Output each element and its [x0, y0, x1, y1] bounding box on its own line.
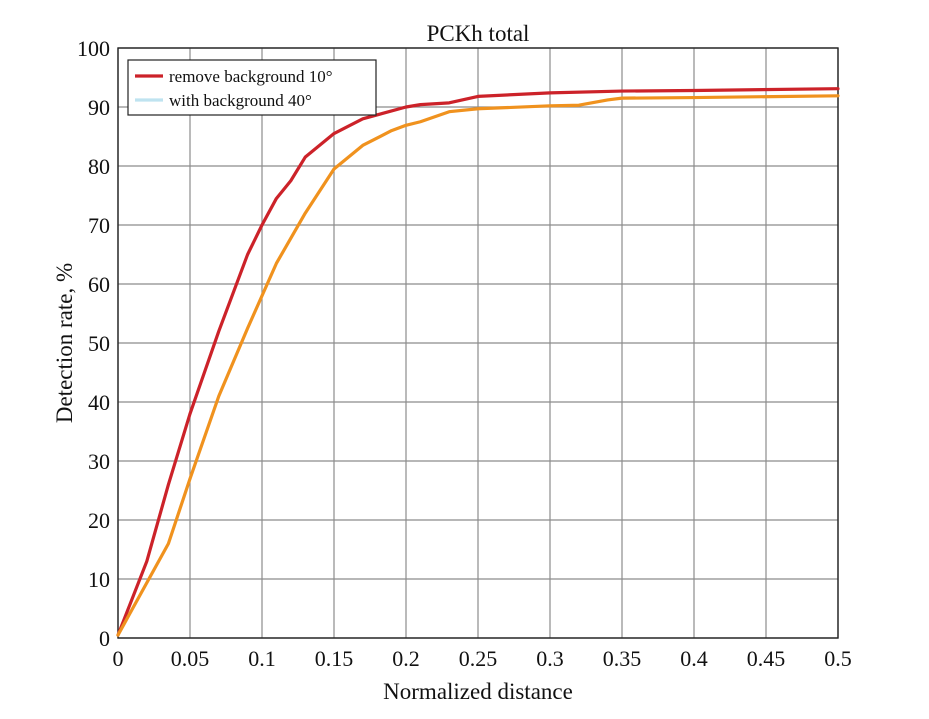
y-tick-label: 40 [88, 390, 110, 415]
y-tick-label: 90 [88, 95, 110, 120]
y-tick-label: 100 [77, 36, 110, 61]
x-tick-label: 0.05 [171, 646, 210, 671]
chart-title: PCKh total [427, 21, 530, 46]
y-tick-label: 0 [99, 626, 110, 651]
x-tick-label: 0.25 [459, 646, 498, 671]
plot-frame [117, 47, 839, 639]
x-tick-label: 0.4 [680, 646, 708, 671]
legend-label-with-background: with background 40° [169, 91, 312, 110]
series-layer [116, 87, 840, 637]
y-tick-label: 30 [88, 449, 110, 474]
y-tick-label: 70 [88, 213, 110, 238]
y-tick-label: 20 [88, 508, 110, 533]
legend-box [127, 59, 377, 116]
x-tick-label: 0 [113, 646, 124, 671]
x-axis-label: Normalized distance [383, 679, 573, 704]
grid [117, 47, 839, 639]
x-tick-label: 0.15 [315, 646, 354, 671]
legend-label-remove-background: remove background 10° [169, 67, 333, 86]
y-tick-label: 80 [88, 154, 110, 179]
legend: remove background 10° with background 40… [127, 59, 377, 116]
y-tick-labels: 0 10 20 30 40 50 60 70 80 90 100 [77, 36, 110, 651]
x-tick-labels: 0 0.05 0.1 0.15 0.2 0.25 0.3 0.35 0.4 0.45 0.5 [113, 646, 852, 671]
y-tick-label: 50 [88, 331, 110, 356]
x-tick-label: 0.5 [824, 646, 852, 671]
x-tick-label: 0.2 [392, 646, 420, 671]
x-tick-label: 0.45 [747, 646, 786, 671]
x-tick-label: 0.35 [603, 646, 642, 671]
series-line-0 [116, 87, 840, 637]
y-tick-label: 60 [88, 272, 110, 297]
y-tick-label: 10 [88, 567, 110, 592]
x-tick-label: 0.3 [536, 646, 564, 671]
y-axis-label: Detection rate, % [52, 263, 77, 423]
x-tick-label: 0.1 [248, 646, 276, 671]
series-line-1 [116, 94, 840, 637]
